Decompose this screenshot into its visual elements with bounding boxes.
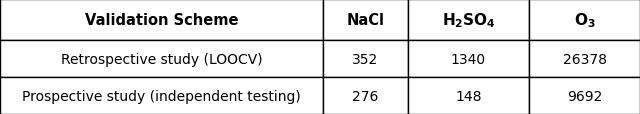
Bar xyxy=(0,78,323,114)
Text: Validation Scheme: Validation Scheme xyxy=(85,13,238,28)
Bar xyxy=(323,0,408,40)
Text: Prospective study (independent testing): Prospective study (independent testing) xyxy=(22,89,301,103)
Bar xyxy=(0,0,323,40)
Text: Retrospective study (LOOCV): Retrospective study (LOOCV) xyxy=(61,52,262,66)
Bar xyxy=(408,0,529,40)
Bar xyxy=(529,0,640,40)
Bar xyxy=(529,40,640,78)
Text: 26378: 26378 xyxy=(563,52,607,66)
Text: 276: 276 xyxy=(352,89,379,103)
Bar xyxy=(323,78,408,114)
Text: NaCl: NaCl xyxy=(346,13,385,28)
Text: 9692: 9692 xyxy=(567,89,602,103)
Bar xyxy=(529,78,640,114)
Bar xyxy=(323,40,408,78)
Text: $\mathbf{O_3}$: $\mathbf{O_3}$ xyxy=(574,11,595,30)
Bar xyxy=(408,78,529,114)
Text: 352: 352 xyxy=(352,52,379,66)
Text: 1340: 1340 xyxy=(451,52,486,66)
Bar xyxy=(0,40,323,78)
Text: 148: 148 xyxy=(455,89,482,103)
Text: $\mathbf{H_2SO_4}$: $\mathbf{H_2SO_4}$ xyxy=(442,11,495,30)
Bar xyxy=(408,40,529,78)
